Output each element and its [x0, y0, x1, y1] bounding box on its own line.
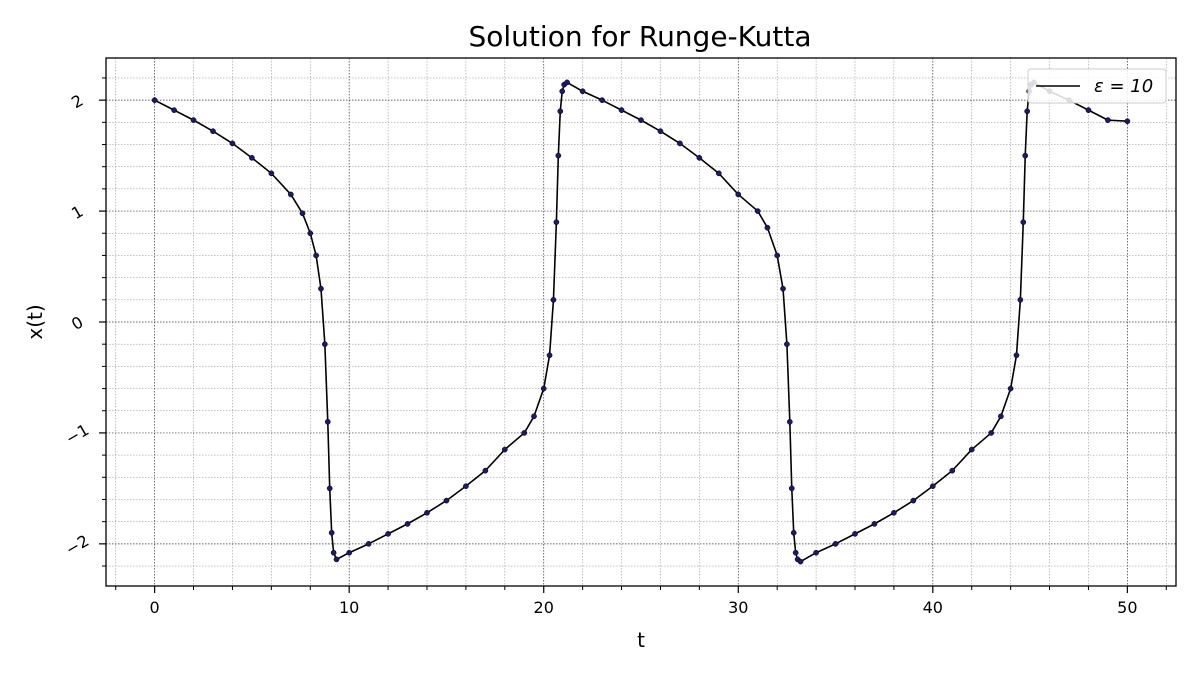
- data-point: [249, 154, 255, 161]
- data-point: [638, 117, 644, 123]
- data-point: [715, 170, 722, 177]
- data-point: [968, 446, 975, 453]
- data-point: [832, 540, 839, 547]
- data-point: [326, 485, 333, 492]
- data-point: [677, 140, 683, 147]
- data-point: [780, 285, 786, 292]
- data-point: [385, 531, 391, 537]
- y-tick-label: −1: [62, 420, 92, 448]
- data-point: [501, 446, 508, 453]
- y-tick-label: −2: [62, 531, 92, 559]
- legend-box: [1027, 68, 1167, 104]
- data-point: [328, 529, 335, 536]
- data-point: [579, 88, 586, 95]
- data-point: [774, 252, 781, 259]
- data-point: [786, 418, 793, 425]
- data-point: [463, 483, 469, 490]
- data-point: [949, 467, 956, 474]
- data-point: [229, 140, 236, 147]
- x-axis-label: t: [637, 628, 645, 652]
- data-point: [546, 352, 553, 359]
- data-point: [797, 558, 804, 565]
- y-tick-label: 1: [68, 202, 86, 224]
- chart-title: Solution for Runge-Kutta: [469, 20, 812, 53]
- data-point: [322, 341, 328, 348]
- legend-entry-label: ε = 10: [1094, 76, 1153, 97]
- data-point: [268, 170, 275, 177]
- data-point: [788, 485, 795, 492]
- data-point: [151, 97, 158, 104]
- data-point: [657, 128, 664, 135]
- data-point: [790, 529, 797, 536]
- data-point: [988, 430, 995, 436]
- x-tick-label: 10: [339, 598, 359, 617]
- tick-layer: 0 10 20 30 40 50 −2 −1 0 1 2: [62, 77, 1167, 617]
- data-point: [910, 497, 917, 504]
- x-tick-label: 20: [534, 598, 554, 617]
- data-point: [190, 117, 197, 123]
- data-point: [1085, 107, 1092, 113]
- data-point: [871, 521, 878, 527]
- x-tick-label: 50: [1117, 598, 1137, 617]
- data-point: [998, 413, 1004, 420]
- data-point: [404, 521, 411, 527]
- x-tick-label: 40: [923, 598, 943, 617]
- data-point: [1020, 219, 1027, 226]
- data-point: [318, 285, 324, 292]
- data-point: [307, 230, 314, 237]
- data-point: [559, 88, 566, 95]
- data-point: [735, 191, 742, 198]
- data-point: [482, 467, 489, 474]
- data-point: [696, 154, 703, 161]
- y-tick-label: 2: [68, 91, 86, 113]
- data-point: [1022, 152, 1029, 159]
- data-point: [346, 549, 353, 556]
- data-point: [1007, 385, 1014, 392]
- data-point: [813, 549, 819, 556]
- data-point: [564, 79, 570, 86]
- data-point: [531, 413, 537, 420]
- data-point: [852, 531, 858, 537]
- data-point: [333, 556, 340, 563]
- data-point: [1105, 117, 1111, 123]
- data-point: [553, 219, 560, 226]
- data-point: [210, 128, 216, 135]
- data-point: [1017, 296, 1024, 303]
- data-point: [1124, 118, 1131, 125]
- data-point: [171, 107, 177, 113]
- y-axis-label: x(t): [23, 304, 47, 339]
- data-point: [365, 540, 372, 547]
- data-point: [443, 497, 450, 504]
- data-point: [618, 107, 625, 113]
- x-tick-label: 30: [728, 598, 748, 617]
- data-point: [599, 97, 605, 104]
- data-point: [299, 210, 306, 217]
- data-point: [754, 208, 761, 214]
- data-point: [287, 191, 294, 198]
- data-point: [313, 252, 319, 259]
- data-point: [792, 549, 799, 556]
- x-tick-label: 0: [150, 598, 160, 617]
- data-point: [555, 152, 562, 159]
- data-point: [1024, 108, 1031, 115]
- grid-layer: [106, 58, 1176, 586]
- data-point: [521, 430, 528, 436]
- data-point: [330, 549, 337, 556]
- data-point: [764, 224, 771, 231]
- data-point: [550, 296, 557, 303]
- data-point: [1013, 352, 1020, 359]
- y-tick-label: 0: [68, 312, 86, 334]
- data-point: [324, 418, 331, 425]
- legend: ε = 10: [1027, 68, 1167, 104]
- data-point: [929, 483, 936, 490]
- data-point: [540, 385, 547, 392]
- data-point: [557, 108, 564, 115]
- data-point: [784, 341, 790, 348]
- data-point: [424, 509, 430, 516]
- data-point: [891, 509, 897, 516]
